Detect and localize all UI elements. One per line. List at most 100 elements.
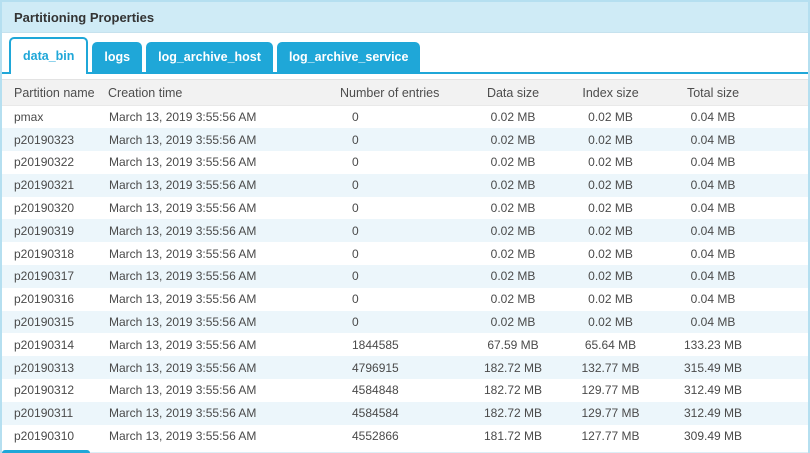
cell-partition-name: p20190320 bbox=[14, 201, 75, 216]
cell-partition-name: p20190322 bbox=[14, 155, 75, 170]
cell-total-size: 0.04 MB bbox=[690, 269, 736, 284]
tab-log_archive_service[interactable]: log_archive_service bbox=[276, 42, 421, 72]
cell-partition-name: pmax bbox=[14, 110, 44, 125]
cell-data-size: 0.02 MB bbox=[490, 315, 536, 330]
panel-title: Partitioning Properties bbox=[14, 9, 155, 25]
cell-index-size: 0.02 MB bbox=[588, 315, 633, 330]
column-header-index-size[interactable]: Index size bbox=[563, 79, 658, 106]
cell-total-size: 312.49 MB bbox=[683, 406, 743, 421]
cell-partition-name: p20190317 bbox=[14, 269, 75, 284]
table-row[interactable]: p20190318 March 13, 2019 3:55:56 AM 0 0.02 … bbox=[2, 242, 808, 265]
table-row[interactable]: p20190313 March 13, 2019 3:55:56 AM 479691… bbox=[2, 356, 808, 380]
cell-partition-name: p20190316 bbox=[14, 292, 75, 307]
cell-creation-time: March 13, 2019 3:55:56 AM bbox=[109, 132, 257, 147]
cell-entries: 4796915 bbox=[352, 360, 399, 375]
tab-data_bin[interactable]: data_bin bbox=[9, 37, 89, 74]
table-row[interactable]: p20190312 March 13, 2019 3:55:56 AM 458484… bbox=[2, 379, 808, 402]
table-row[interactable]: p20190311 March 13, 2019 3:55:56 AM 458458… bbox=[2, 401, 808, 425]
table-row[interactable]: p20190310 March 13, 2019 3:55:56 AM 455286… bbox=[2, 425, 808, 448]
cell-data-size: 182.72 MB bbox=[483, 406, 543, 421]
cell-index-size: 65.64 MB bbox=[584, 337, 637, 352]
column-header-partition-name[interactable]: Partition name bbox=[2, 79, 108, 106]
cell-entries: 0 bbox=[352, 132, 359, 147]
cell-data-size: 182.72 MB bbox=[483, 383, 543, 398]
cell-index-size: 0.02 MB bbox=[588, 178, 633, 193]
cell-entries: 0 bbox=[352, 269, 359, 284]
column-header-entries[interactable]: Number of entries bbox=[340, 79, 463, 106]
cell-total-size: 0.04 MB bbox=[690, 155, 736, 170]
tab-log_archive_host[interactable]: log_archive_host bbox=[146, 42, 273, 72]
cell-total-size: 0.04 MB bbox=[690, 201, 736, 216]
cell-partition-name: p20190319 bbox=[14, 223, 75, 238]
cell-total-size: 309.49 MB bbox=[683, 429, 743, 444]
cell-data-size: 0.02 MB bbox=[490, 246, 536, 261]
cell-creation-time: March 13, 2019 3:55:56 AM bbox=[109, 269, 257, 284]
cell-data-size: 182.72 MB bbox=[483, 360, 543, 375]
table-row[interactable]: p20190315 March 13, 2019 3:55:56 AM 0 0.02 … bbox=[2, 310, 808, 334]
partition-table-wrap: Partition name Creation time Number of ent… bbox=[2, 74, 808, 447]
cell-entries: 4584584 bbox=[352, 406, 399, 421]
table-row[interactable]: p20190319 March 13, 2019 3:55:56 AM 0 0.02 … bbox=[2, 219, 808, 243]
column-header-data-size[interactable]: Data size bbox=[463, 79, 563, 106]
cell-data-size: 67.59 MB bbox=[487, 337, 539, 352]
table-row[interactable]: p20190320 March 13, 2019 3:55:56 AM 0 0.02 … bbox=[2, 197, 808, 220]
tab-bar: data_bin logs log_archive_host log_archive_… bbox=[2, 37, 808, 74]
cell-index-size: 129.77 MB bbox=[581, 406, 640, 421]
cell-data-size: 0.02 MB bbox=[490, 223, 536, 238]
cell-entries: 4552866 bbox=[352, 429, 399, 444]
cell-partition-name: p20190313 bbox=[14, 360, 75, 375]
cell-index-size: 132.77 MB bbox=[581, 360, 640, 375]
cell-index-size: 129.77 MB bbox=[581, 383, 640, 398]
table-row[interactable]: p20190321 March 13, 2019 3:55:56 AM 0 0.02 … bbox=[2, 173, 808, 197]
cell-total-size: 0.04 MB bbox=[690, 110, 736, 125]
cell-creation-time: March 13, 2019 3:55:56 AM bbox=[109, 360, 257, 375]
cell-partition-name: p20190310 bbox=[14, 429, 75, 444]
cell-entries: 0 bbox=[352, 110, 359, 125]
cut-off-tab-edge bbox=[2, 450, 90, 453]
table-row[interactable]: pmax March 13, 2019 3:55:56 AM 0 0.02 MB 0.0… bbox=[2, 106, 808, 129]
cell-entries: 0 bbox=[352, 292, 359, 307]
cell-data-size: 0.02 MB bbox=[490, 110, 536, 125]
cell-creation-time: March 13, 2019 3:55:56 AM bbox=[109, 429, 257, 444]
cell-index-size: 0.02 MB bbox=[588, 155, 633, 170]
cell-total-size: 133.23 MB bbox=[683, 337, 743, 352]
cell-creation-time: March 13, 2019 3:55:56 AM bbox=[109, 246, 257, 261]
partition-table: Partition name Creation time Number of ent… bbox=[2, 79, 808, 447]
cell-total-size: 0.04 MB bbox=[690, 223, 736, 238]
cell-entries: 1844585 bbox=[352, 337, 399, 352]
tab-logs[interactable]: logs bbox=[92, 42, 143, 72]
cell-partition-name: p20190318 bbox=[14, 246, 75, 261]
cell-index-size: 0.02 MB bbox=[588, 201, 633, 216]
cell-partition-name: p20190314 bbox=[14, 337, 75, 352]
cell-total-size: 0.04 MB bbox=[690, 246, 736, 261]
table-row[interactable]: p20190317 March 13, 2019 3:55:56 AM 0 0.02 … bbox=[2, 265, 808, 288]
cell-data-size: 0.02 MB bbox=[490, 269, 536, 284]
cell-entries: 0 bbox=[352, 155, 359, 170]
cell-index-size: 0.02 MB bbox=[588, 292, 633, 307]
column-header-total-size[interactable]: Total size bbox=[658, 79, 768, 106]
cell-entries: 4584848 bbox=[352, 383, 399, 398]
cell-partition-name: p20190321 bbox=[14, 178, 75, 193]
cell-creation-time: March 13, 2019 3:55:56 AM bbox=[109, 315, 257, 330]
cell-data-size: 0.02 MB bbox=[490, 132, 536, 147]
cell-partition-name: p20190312 bbox=[14, 383, 75, 398]
cell-total-size: 312.49 MB bbox=[683, 383, 743, 398]
cell-index-size: 127.77 MB bbox=[581, 429, 640, 444]
cell-creation-time: March 13, 2019 3:55:56 AM bbox=[109, 383, 257, 398]
cell-data-size: 0.02 MB bbox=[490, 292, 536, 307]
table-row[interactable]: p20190316 March 13, 2019 3:55:56 AM 0 0.02 … bbox=[2, 288, 808, 311]
cell-total-size: 315.49 MB bbox=[683, 360, 743, 375]
cell-partition-name: p20190311 bbox=[14, 406, 74, 421]
cell-entries: 0 bbox=[352, 246, 359, 261]
panel-header: Partitioning Properties bbox=[2, 2, 808, 33]
cell-data-size: 181.72 MB bbox=[483, 429, 543, 444]
table-row[interactable]: p20190322 March 13, 2019 3:55:56 AM 0 0.02 … bbox=[2, 151, 808, 174]
cell-index-size: 0.02 MB bbox=[588, 246, 633, 261]
cell-data-size: 0.02 MB bbox=[490, 155, 536, 170]
table-row[interactable]: p20190314 March 13, 2019 3:55:56 AM 184458… bbox=[2, 333, 808, 356]
cell-partition-name: p20190315 bbox=[14, 315, 75, 330]
column-header-creation-time[interactable]: Creation time bbox=[108, 79, 340, 106]
cell-index-size: 0.02 MB bbox=[588, 110, 633, 125]
table-row[interactable]: p20190323 March 13, 2019 3:55:56 AM 0 0.02 … bbox=[2, 128, 808, 152]
